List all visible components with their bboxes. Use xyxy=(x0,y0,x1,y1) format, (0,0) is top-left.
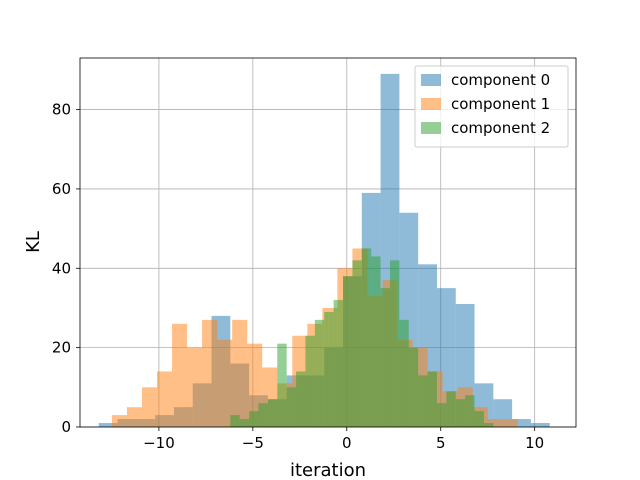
histogram-bar xyxy=(390,260,400,427)
histogram-bar xyxy=(267,399,278,427)
histogram-bar xyxy=(157,371,173,427)
legend-swatch xyxy=(421,98,441,110)
x-tick-label: 5 xyxy=(436,434,446,452)
histogram-bar xyxy=(305,335,315,427)
y-tick-label: 80 xyxy=(52,101,71,119)
plot-frame xyxy=(79,57,577,428)
histogram-bar xyxy=(172,323,188,427)
x-tick-label: 0 xyxy=(342,434,352,452)
histogram-bar xyxy=(296,371,306,427)
histogram-bar xyxy=(249,411,259,427)
legend: component 0 component 1 component 2 xyxy=(414,65,569,148)
histogram-bar xyxy=(418,375,428,427)
ticks: −10 −5 0 5 10 0 20 40 60 80 xyxy=(52,101,544,452)
legend-label: component 1 xyxy=(451,95,550,113)
histogram-bar xyxy=(324,311,334,427)
y-tick-label: 0 xyxy=(61,418,71,436)
histogram-bar xyxy=(111,415,127,427)
histogram-bar xyxy=(98,423,118,427)
y-tick-label: 20 xyxy=(52,339,71,357)
bars xyxy=(98,73,550,427)
histogram-bar xyxy=(465,395,475,427)
histogram-bar xyxy=(187,347,203,427)
legend-swatch xyxy=(421,122,441,134)
x-tick-label: 10 xyxy=(525,434,544,452)
x-tick-label: −5 xyxy=(242,434,264,452)
histogram-bar xyxy=(455,399,466,427)
legend-label: component 2 xyxy=(451,119,550,137)
histogram-bar xyxy=(352,260,362,427)
legend-swatch xyxy=(421,74,441,86)
histogram-bar xyxy=(239,419,250,427)
histogram-bar xyxy=(126,407,142,427)
histogram-bar xyxy=(446,391,456,427)
legend-box xyxy=(414,65,569,148)
histogram-bar xyxy=(286,387,297,427)
histogram-bar xyxy=(361,248,372,427)
histogram-bar xyxy=(408,347,419,427)
histogram-bar xyxy=(333,300,344,427)
histogram-bar xyxy=(487,419,503,427)
histogram-bar xyxy=(142,387,158,427)
histogram-bar xyxy=(230,415,240,427)
x-tick-label: −10 xyxy=(143,434,175,452)
histogram-bar xyxy=(512,419,531,427)
histogram-bar xyxy=(277,343,287,427)
legend-label: component 0 xyxy=(451,71,550,89)
y-tick-label: 60 xyxy=(52,180,71,198)
histogram-bar xyxy=(474,411,484,427)
series-2-bars xyxy=(230,248,494,427)
histogram-bar xyxy=(530,423,550,427)
histogram-bar xyxy=(314,319,325,427)
histogram-bar xyxy=(483,423,494,427)
histogram-bar xyxy=(232,319,248,427)
histogram-bar xyxy=(427,371,437,427)
histogram-bar xyxy=(258,403,268,427)
histogram-bar xyxy=(202,319,218,427)
histogram-bar xyxy=(217,339,233,427)
y-tick-label: 40 xyxy=(52,259,71,277)
histogram-bar xyxy=(502,419,518,427)
y-axis-label: KL xyxy=(23,231,44,253)
histogram-bar xyxy=(380,288,390,427)
histogram-bar xyxy=(343,276,353,427)
histogram-bar xyxy=(371,256,381,427)
x-axis-label: iteration xyxy=(290,460,366,480)
histogram-bar xyxy=(436,403,447,427)
histogram-bar xyxy=(399,319,409,427)
